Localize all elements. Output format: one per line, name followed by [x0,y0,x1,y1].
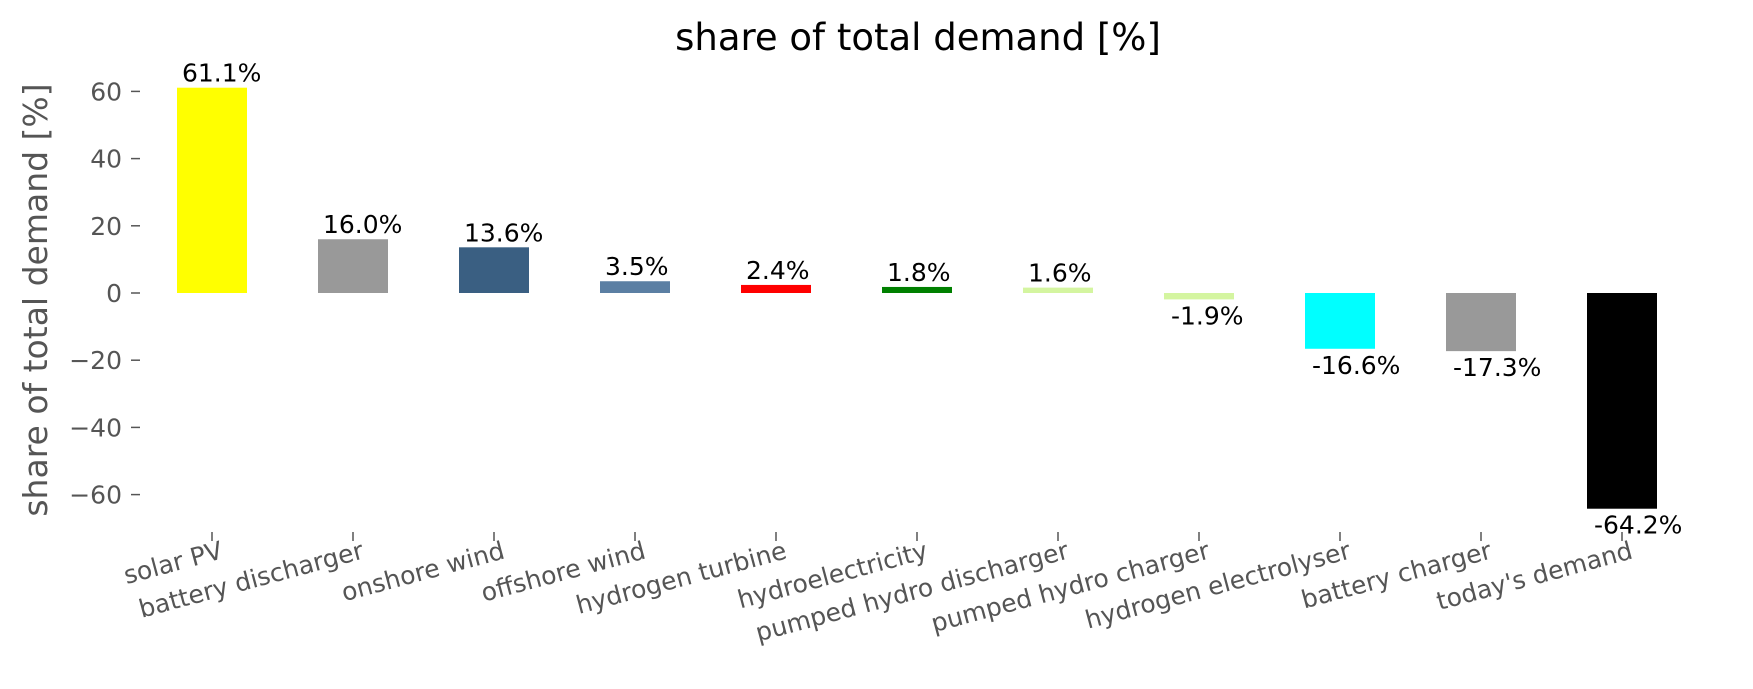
bar [1164,293,1234,300]
data-label: -1.9% [1171,301,1244,330]
bar [1587,293,1657,509]
bars [177,87,1657,509]
data-label: -16.6% [1312,351,1400,380]
bar [741,284,811,293]
bar [177,87,247,293]
y-tick-label: 0 [106,279,122,308]
data-label: 16.0% [323,210,402,239]
y-axis-label: share of total demand [%] [16,83,55,516]
bar [1023,287,1093,293]
data-labels: 61.1% 16.0% 13.6% 3.5% 2.4% 1.8% 1.6% -1.9% -16.… [182,59,1682,540]
bar [459,247,529,293]
y-tick-label: 60 [90,77,122,106]
y-tick-label: −60 [69,481,122,510]
data-label: 1.8% [887,258,951,287]
bar [318,239,388,293]
data-label: -64.2% [1594,511,1682,540]
data-label: -17.3% [1453,353,1541,382]
data-label: 3.5% [605,252,669,281]
bar [882,286,952,293]
data-label: 1.6% [1028,259,1092,288]
bar [1305,293,1375,349]
chart-title: share of total demand [%] [675,16,1161,59]
bar [600,281,670,293]
y-tick-label: 40 [90,145,122,174]
y-tick-label: 20 [90,212,122,241]
bar [1446,293,1516,352]
data-label: 61.1% [182,59,261,88]
data-label: 13.6% [464,218,543,247]
y-axis: 60 40 20 0 −20 −40 −60 [69,77,140,510]
y-tick-label: −20 [69,346,122,375]
data-label: 2.4% [746,256,810,285]
y-tick-label: −40 [69,413,122,442]
